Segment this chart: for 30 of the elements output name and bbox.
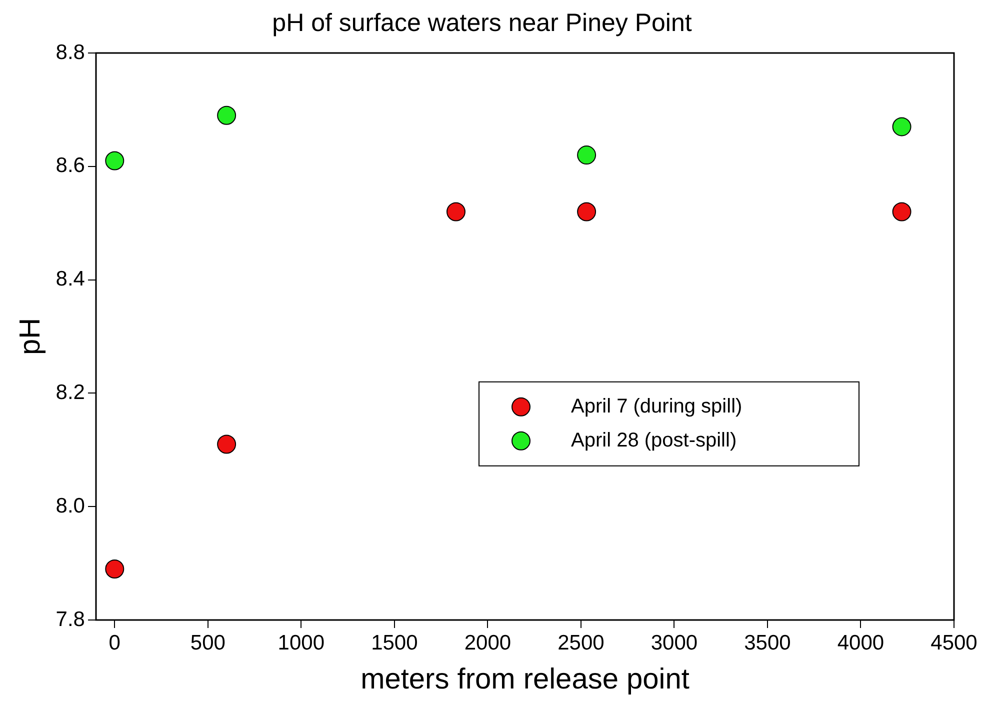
x-axis-title: meters from release point [360,664,690,696]
x-tick-label: 1000 [278,631,325,654]
point [446,202,466,222]
chart-title: pH of surface waters near Piney Point [272,8,692,37]
x-tick-label: 3000 [650,631,698,654]
legend-label: April 28 (post-spill) [571,429,737,452]
point [217,434,236,454]
y-tick-label: 8.0 [56,494,85,518]
y-tick-label: 8.4 [56,268,86,291]
point [892,202,912,222]
point [577,202,596,222]
point [217,106,236,125]
y-tick-label: 7.8 [56,608,85,631]
x-tick-label: 1500 [371,631,418,654]
x-tick-label: 2500 [558,631,604,654]
y-axis-title: pH [14,318,46,356]
x-tick-label: 2000 [464,631,512,654]
x-tick-label: 4000 [837,631,884,654]
x-tick-label: 4500 [930,631,978,654]
x-tick-label: 3500 [744,631,791,654]
point [892,117,912,136]
y-tick-label: 8.6 [56,154,85,178]
legend-label: April 7 (during spill) [571,395,742,418]
point [105,151,124,170]
x-tick-label: 0 [108,631,120,654]
x-tick-label: 500 [190,631,226,654]
y-tick-label: 8.8 [56,40,85,64]
point [577,146,596,165]
point [105,559,124,578]
y-tick-label: 8.2 [56,380,85,404]
